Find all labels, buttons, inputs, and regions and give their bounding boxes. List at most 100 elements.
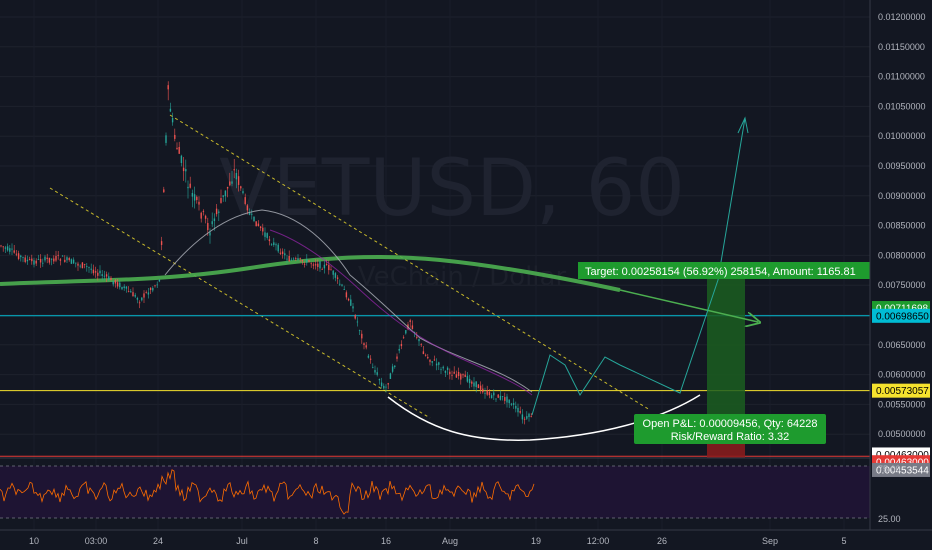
candle-body [59, 259, 62, 261]
candle-body [66, 257, 68, 261]
candle-body [508, 399, 510, 404]
candle-body [409, 320, 411, 323]
candle-body [374, 370, 376, 373]
candle-body [149, 287, 152, 290]
short-moving-average [164, 209, 533, 393]
candle-body [2, 246, 4, 248]
candle-body [519, 411, 521, 413]
candle-body [504, 397, 506, 401]
candle-body [154, 285, 156, 287]
candle-body [143, 293, 145, 298]
candle-body [145, 292, 147, 294]
price-tick: 0.00600000 [878, 370, 926, 380]
candle-body [240, 186, 242, 189]
ma-projection-arrow [619, 289, 758, 322]
rsi-tick-75: 75.00 [878, 464, 901, 474]
price-tick: 0.00900000 [878, 191, 926, 201]
candle-body [246, 205, 249, 211]
candle-body [0, 245, 2, 247]
candle-body [196, 196, 198, 201]
candle-body [77, 263, 79, 266]
candle-body [6, 246, 9, 251]
candle-body [486, 390, 488, 395]
candle-body [116, 282, 119, 287]
candle-body [528, 413, 530, 418]
time-tick: 16 [381, 536, 391, 546]
candle-body [147, 292, 150, 295]
candle-body [451, 375, 453, 377]
rr-text: Risk/Reward Ratio: 3.32 [671, 431, 790, 443]
candle-body [123, 286, 125, 289]
candle-body [288, 256, 290, 262]
price-tick: 0.00950000 [878, 161, 926, 171]
candle-body [449, 371, 451, 375]
candle-body [303, 263, 306, 265]
candle-body [299, 258, 301, 259]
candle-body [176, 147, 178, 149]
candle-body [169, 108, 172, 112]
candle-body [429, 359, 431, 362]
candle-body [433, 359, 436, 361]
candle-body [259, 226, 262, 229]
candle-body [174, 134, 176, 139]
candle-body [198, 201, 200, 205]
candle-body [264, 232, 266, 237]
candle-body [24, 257, 26, 262]
position-profit-zone [707, 275, 745, 418]
candle-body [471, 381, 473, 384]
candle-body [97, 272, 99, 276]
candle-body [427, 356, 429, 359]
svg-text:0.00453544: 0.00453544 [876, 465, 929, 476]
candle-body [332, 270, 334, 275]
price-tag: 0.00453544 [872, 462, 930, 477]
candle-body [231, 181, 233, 184]
candle-body [295, 258, 297, 259]
candle-body [413, 331, 416, 333]
candle-body [457, 371, 460, 376]
candle-body [57, 254, 59, 256]
pnl-label: Open P&L: 0.00009456, Qty: 64228 Risk/Re… [634, 414, 826, 444]
candle-body [83, 264, 86, 265]
candle-body [171, 118, 174, 123]
candle-body [207, 222, 209, 231]
candle-body [213, 218, 216, 222]
candle-body [466, 375, 469, 382]
candle-body [460, 374, 462, 380]
price-tag: 0.00698650 [872, 308, 930, 323]
candle-body [275, 244, 277, 246]
candle-body [48, 257, 51, 263]
time-tick: 10 [29, 536, 39, 546]
candle-body [235, 172, 238, 180]
candle-body [367, 355, 370, 358]
candle-body [297, 258, 299, 260]
candle-body [70, 259, 73, 264]
candle-body [37, 259, 40, 260]
candle-body [336, 277, 339, 279]
candle-body [279, 252, 282, 254]
candle-body [343, 289, 345, 291]
candle-body [119, 282, 121, 288]
candle-body [50, 258, 53, 260]
candle-body [530, 416, 532, 418]
candle-body [13, 250, 15, 253]
price-axis[interactable]: 0.01200000 0.01150000 0.01100000 0.01050000… [869, 0, 932, 530]
candle-body [130, 291, 132, 293]
time-axis[interactable]: 10 03:00 24 Jul 8 16 Aug 19 12:00 26 Sep 5 [0, 529, 932, 546]
candle-body [182, 167, 185, 172]
candle-body [490, 395, 493, 399]
candle-body [55, 255, 57, 261]
candle-body [233, 169, 235, 171]
price-tick: 0.01150000 [878, 42, 925, 52]
candle-body [411, 325, 414, 329]
candle-body [64, 259, 66, 262]
candle-body [72, 259, 75, 264]
candle-body [17, 253, 20, 259]
candle-body [132, 292, 134, 297]
svg-text:0.00573057: 0.00573057 [876, 386, 929, 397]
candle-body [484, 392, 486, 394]
candle-body [477, 384, 480, 389]
candle-body [394, 365, 396, 368]
candle-body [376, 372, 378, 375]
price-tick: 0.00750000 [878, 280, 926, 290]
